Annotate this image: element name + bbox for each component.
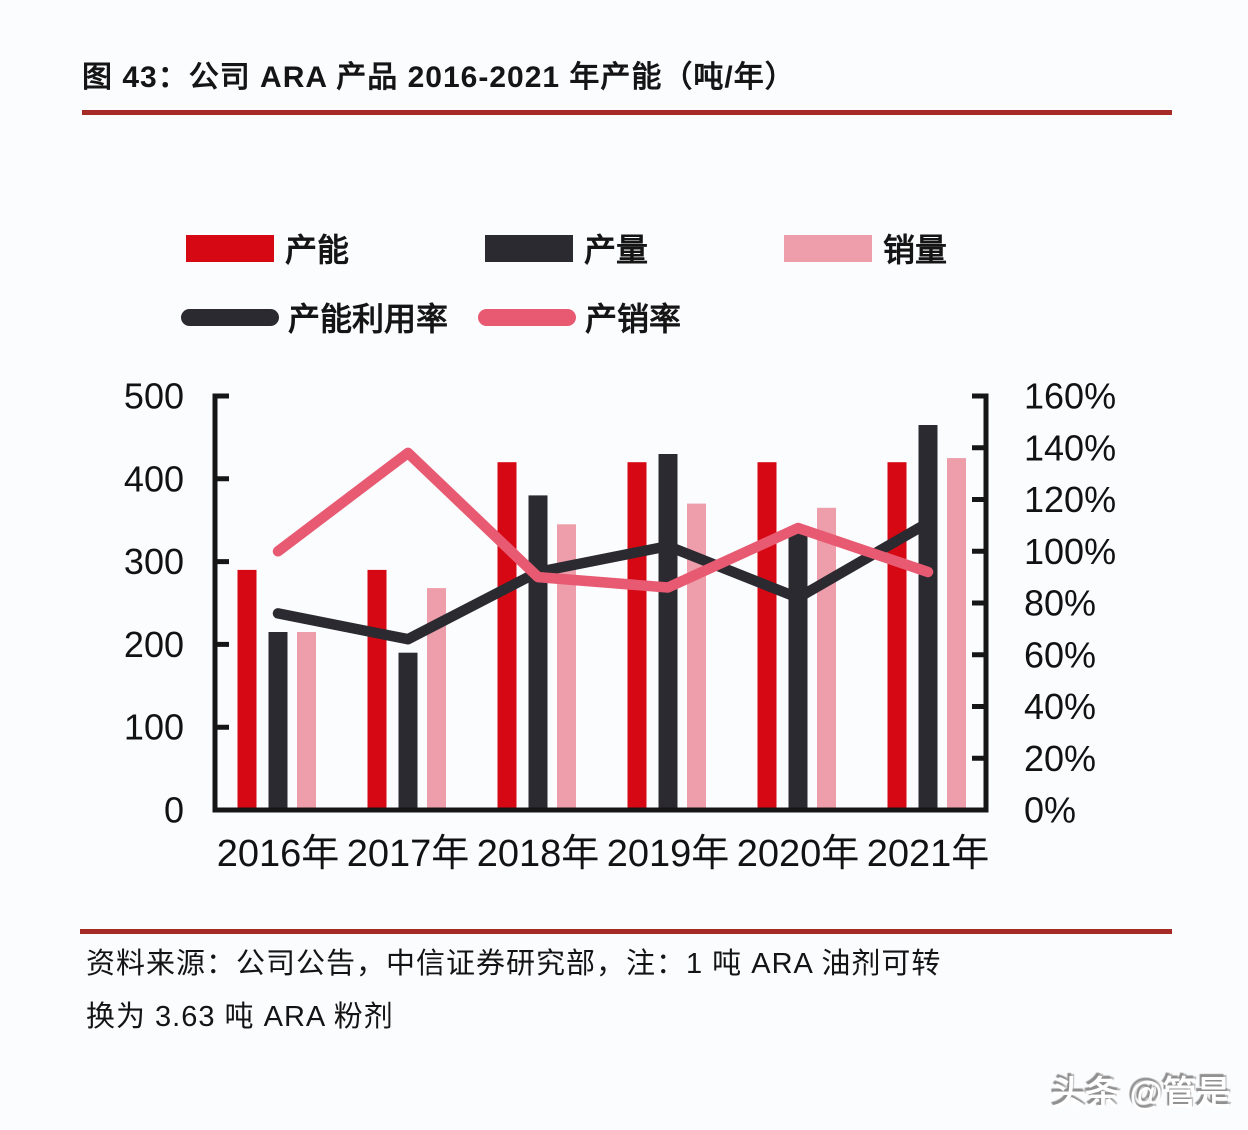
legend-label: 销量 (883, 232, 948, 268)
bar-output-2018年 (528, 495, 548, 810)
bar-sales-2021年 (947, 458, 966, 810)
capacity-bar-swatch (186, 234, 274, 262)
bar-sales-2020年 (817, 507, 836, 810)
bar-capacity-2018年 (497, 462, 517, 810)
x-axis-category-label: 2020年 (737, 833, 860, 875)
line-utilization-rate (272, 517, 934, 645)
x-axis-category-label: 2019年 (607, 833, 730, 875)
legend-label: 产量 (584, 232, 649, 268)
sell-through-line-swatch (478, 308, 576, 326)
bar-output-2021年 (918, 425, 938, 810)
right-axis-tick-label: 20% (1024, 738, 1096, 779)
bar-sales-2018年 (557, 524, 576, 810)
right-axis-tick-label: 60% (1024, 634, 1096, 675)
left-axis-tick-label: 300 (124, 541, 184, 582)
x-axis-category-label: 2021年 (867, 833, 990, 875)
source-divider-rule (80, 929, 1172, 934)
legend-item-sell-through-rate: 产销率 (478, 297, 681, 337)
figure-title: 图 43：公司 ARA 产品 2016-2021 年产能（吨/年） (82, 61, 796, 94)
watermark: 头条 @管是 (1052, 1075, 1231, 1113)
bar-capacity-2019年 (627, 462, 647, 810)
utilization-line-swatch (181, 308, 279, 326)
title-underline-rule (82, 110, 1172, 115)
legend-item-capacity: 产能 (186, 228, 349, 268)
bar-sales-2017年 (427, 588, 446, 810)
right-axis-tick-label: 80% (1024, 583, 1096, 624)
x-axis-category-label: 2016年 (217, 833, 340, 875)
right-axis-tick-label: 40% (1024, 686, 1096, 727)
left-axis-tick-label: 400 (124, 458, 184, 499)
bar-capacity-2020年 (757, 462, 777, 810)
legend-item-sales: 销量 (784, 228, 947, 268)
right-axis-tick-label: 100% (1024, 531, 1116, 572)
chart-axes (212, 393, 989, 813)
right-axis-tick-label: 0% (1024, 790, 1076, 831)
left-axis-tick-label: 0 (164, 790, 184, 831)
bar-output-2016年 (268, 632, 288, 810)
bar-capacity-2016年 (237, 569, 257, 810)
line-sell-through-rate (272, 447, 934, 593)
x-axis-category-label: 2017年 (347, 833, 470, 875)
bar-capacity-2021年 (887, 462, 907, 810)
left-axis-tick-label: 500 (124, 376, 184, 417)
bar-output-2017年 (398, 652, 418, 810)
legend-label: 产能 (285, 232, 350, 268)
legend-item-utilization-rate: 产能利用率 (181, 297, 448, 337)
bar-sales-2016年 (297, 632, 316, 810)
legend-label: 产销率 (585, 301, 682, 337)
right-axis-tick-label: 160% (1024, 376, 1116, 417)
left-axis-tick-label: 200 (124, 624, 184, 665)
source-note-line1: 资料来源：公司公告，中信证券研究部，注：1 吨 ARA 油剂可转 (86, 948, 942, 980)
bar-output-2019年 (658, 454, 678, 810)
sales-bar-swatch (784, 234, 872, 262)
x-axis-category-label: 2018年 (477, 833, 600, 875)
bar-capacity-2017年 (367, 569, 387, 810)
source-note-line2: 换为 3.63 吨 ARA 粉剂 (86, 1001, 394, 1033)
right-axis-tick-label: 140% (1024, 427, 1116, 468)
left-axis-tick-label: 100 (124, 707, 184, 748)
bar-output-2020年 (788, 532, 808, 810)
source-note: 资料来源：公司公告，中信证券研究部，注：1 吨 ARA 油剂可转 换为 3.63… (86, 938, 1186, 1044)
output-bar-swatch (485, 234, 573, 262)
right-axis-tick-label: 120% (1024, 479, 1116, 520)
legend-item-output: 产量 (485, 228, 648, 268)
legend-label: 产能利用率 (288, 301, 449, 337)
